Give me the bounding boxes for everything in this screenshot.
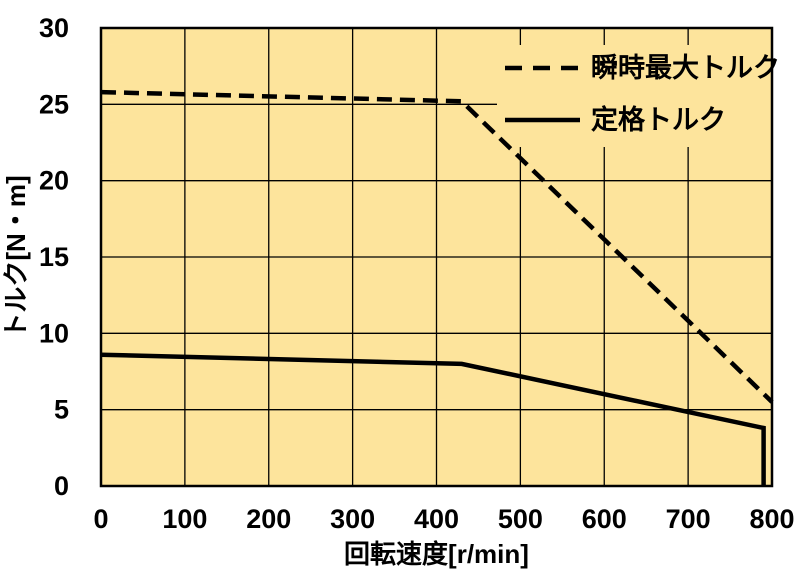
legend-label-1: 定格トルク (591, 104, 726, 135)
legend-background (497, 45, 771, 147)
x-tick-label-500: 500 (498, 504, 543, 534)
x-tick-label-600: 600 (582, 504, 627, 534)
y-tick-label-10: 10 (39, 318, 69, 348)
series-line-1 (100, 352, 766, 486)
plot-border (99, 26, 774, 488)
legend-label-0: 瞬時最大トルク (591, 53, 780, 83)
x-tick-label-700: 700 (666, 504, 711, 534)
x-tick-label-800: 800 (749, 504, 794, 534)
x-tick-label-400: 400 (414, 504, 459, 534)
y-tick-label-5: 5 (54, 395, 69, 425)
y-tick-label-30: 30 (39, 13, 69, 43)
y-tick-label-25: 25 (39, 89, 69, 119)
y-axis-title: トルク[N・m] (1, 175, 31, 338)
x-tick-label-100: 100 (162, 504, 207, 534)
x-axis-title: 回転速度[r/min] (344, 539, 529, 569)
x-tick-label-0: 0 (93, 504, 108, 534)
x-tick-label-300: 300 (330, 504, 375, 534)
y-tick-label-0: 0 (54, 471, 69, 501)
y-tick-label-20: 20 (39, 166, 69, 196)
y-tick-label-15: 15 (39, 242, 69, 272)
series-line-0 (100, 89, 774, 404)
x-tick-label-200: 200 (246, 504, 291, 534)
